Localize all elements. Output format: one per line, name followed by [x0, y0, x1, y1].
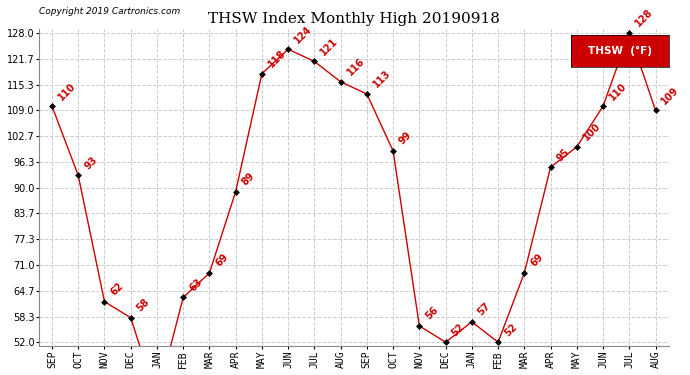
Text: 116: 116	[345, 56, 366, 78]
Text: 63: 63	[188, 277, 204, 293]
Text: 56: 56	[424, 305, 440, 322]
Text: 118: 118	[266, 48, 288, 69]
Text: 57: 57	[476, 301, 493, 318]
Text: 58: 58	[135, 297, 152, 314]
Text: 95: 95	[555, 147, 571, 163]
Text: 89: 89	[240, 171, 257, 188]
Title: THSW Index Monthly High 20190918: THSW Index Monthly High 20190918	[208, 12, 500, 26]
Text: Copyright 2019 Cartronics.com: Copyright 2019 Cartronics.com	[39, 7, 180, 16]
Text: 109: 109	[660, 85, 681, 106]
Text: 121: 121	[319, 36, 340, 57]
Text: 52: 52	[450, 321, 466, 338]
Text: 110: 110	[56, 81, 77, 102]
Text: 113: 113	[371, 68, 393, 90]
Text: 69: 69	[529, 252, 545, 269]
Text: 38: 38	[0, 374, 1, 375]
Text: 124: 124	[293, 24, 314, 45]
Text: 110: 110	[607, 81, 629, 102]
Text: 128: 128	[633, 7, 655, 29]
Text: 99: 99	[397, 130, 414, 147]
Text: 93: 93	[82, 154, 99, 171]
Text: 62: 62	[108, 281, 126, 297]
Text: 69: 69	[214, 252, 230, 269]
Text: 52: 52	[502, 321, 519, 338]
Text: 100: 100	[581, 122, 602, 143]
